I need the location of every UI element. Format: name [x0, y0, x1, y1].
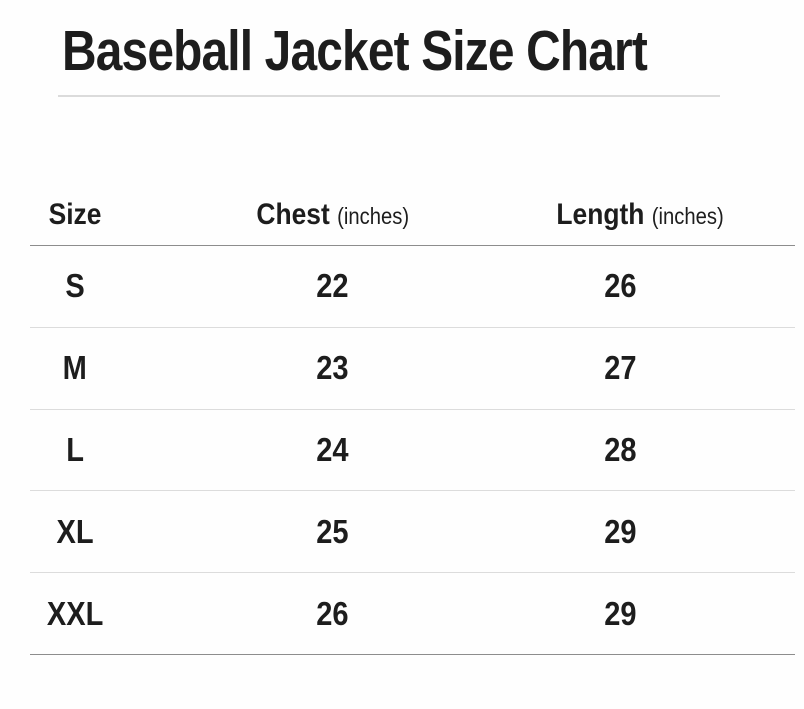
table-row: M 23 27 [30, 328, 795, 410]
size-cell: XXL [46, 594, 104, 632]
size-cell: L [66, 430, 84, 468]
column-header-size: Size [30, 198, 120, 232]
size-table: Size Chest (inches) Length (inches) S 22 [30, 160, 795, 655]
length-cell: 26 [603, 267, 637, 305]
table-row: L 24 28 [30, 410, 795, 492]
page-title: Baseball Jacket Size Chart [62, 19, 648, 83]
size-cell: M [62, 349, 88, 387]
size-cell: S [65, 267, 85, 305]
table-body: S 22 26 M 23 27 L 24 28 XL 25 29 XXL 26 … [30, 246, 795, 655]
length-cell: 29 [603, 512, 637, 550]
chest-cell: 23 [316, 349, 349, 387]
chest-cell: 25 [316, 512, 349, 550]
column-header-size-label: Size [48, 198, 102, 231]
chest-cell: 24 [316, 430, 349, 468]
table-header-row: Size Chest (inches) Length (inches) [30, 160, 795, 246]
chest-cell: 22 [316, 267, 349, 305]
length-cell: 29 [603, 594, 637, 632]
length-cell: 28 [603, 430, 637, 468]
table-row: S 22 26 [30, 246, 795, 328]
column-header-chest-label: Chest [256, 198, 330, 231]
column-header-length-unit: (inches) [651, 203, 724, 229]
table-row: XXL 26 29 [30, 573, 795, 655]
chest-cell: 26 [316, 594, 349, 632]
column-header-chest-unit: (inches) [336, 203, 409, 229]
title-underline [58, 95, 720, 97]
table-row: XL 25 29 [30, 491, 795, 574]
size-cell: XL [56, 512, 94, 550]
column-header-length: Length (inches) [545, 198, 723, 232]
length-cell: 27 [603, 349, 637, 387]
column-header-length-label: Length [556, 198, 645, 231]
column-header-chest: Chest (inches) [120, 198, 545, 232]
